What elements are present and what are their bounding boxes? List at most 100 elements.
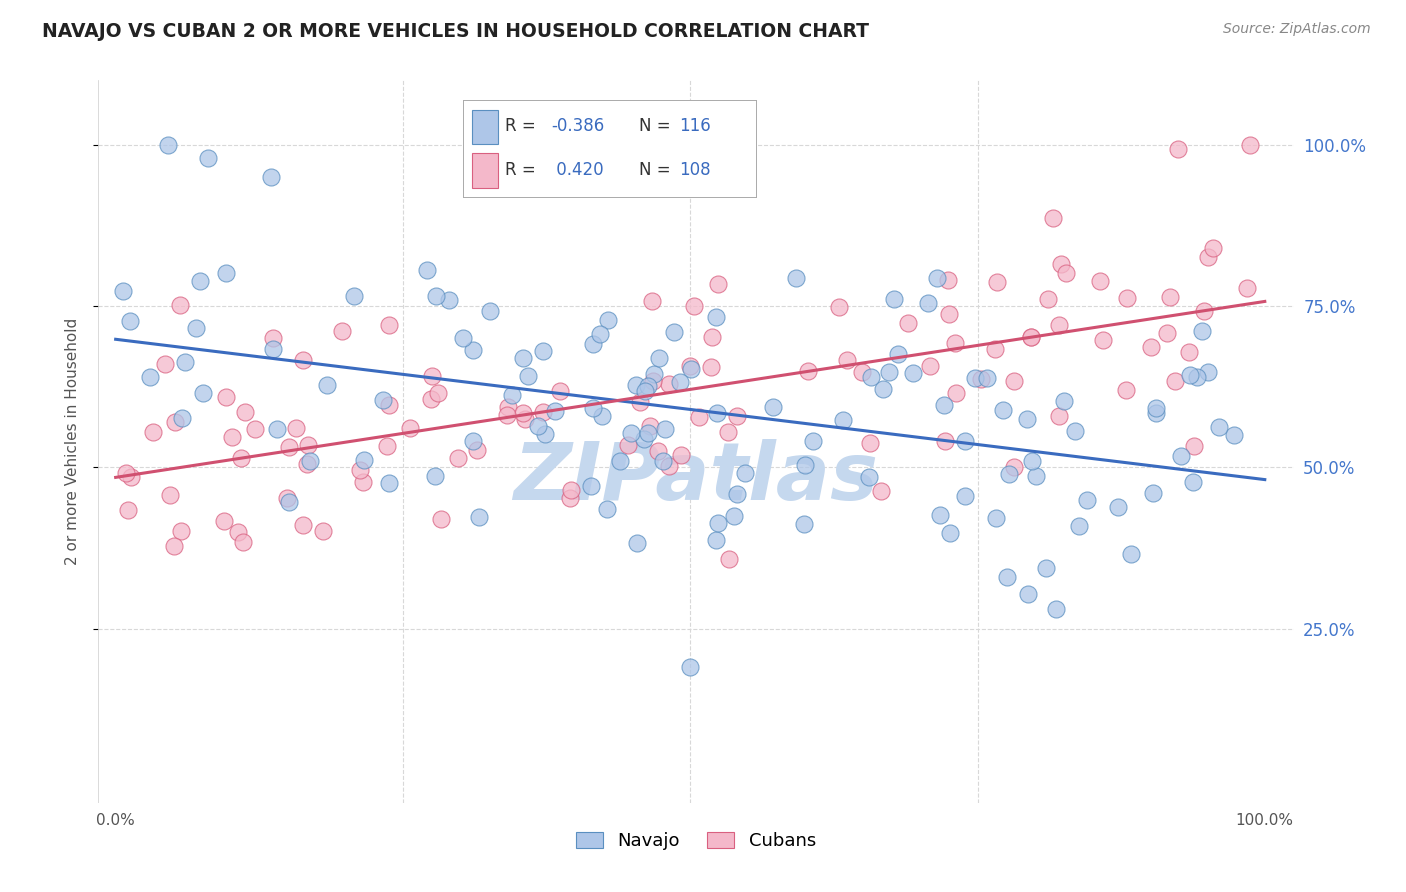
Point (159, 487, 181, 501)
Point (1156, 326, 1178, 341)
Point (918, 359, 941, 373)
Point (1197, 250, 1219, 264)
Point (548, 384, 571, 398)
Point (1197, 365, 1219, 379)
Point (887, 347, 910, 361)
Point (939, 525, 962, 540)
Point (633, 432, 655, 446)
Point (679, 359, 702, 374)
Point (704, 533, 727, 548)
Point (226, 524, 249, 539)
Point (634, 384, 657, 398)
Point (531, 344, 554, 359)
Text: NAVAJO VS CUBAN 2 OR MORE VEHICLES IN HOUSEHOLD CORRELATION CHART: NAVAJO VS CUBAN 2 OR MORE VEHICLES IN HO… (42, 22, 869, 41)
Point (262, 342, 284, 356)
Point (1208, 420, 1230, 434)
Point (938, 307, 960, 321)
Point (717, 425, 740, 440)
Point (700, 330, 723, 344)
Point (582, 337, 605, 351)
Point (793, 516, 815, 531)
Point (467, 510, 489, 524)
Point (617, 438, 640, 452)
Point (513, 412, 536, 426)
Point (679, 660, 702, 674)
Text: ZIPatlas: ZIPatlas (513, 439, 879, 516)
Point (1236, 281, 1258, 295)
Point (658, 459, 681, 474)
Point (1163, 374, 1185, 388)
Point (173, 355, 195, 369)
Point (1142, 486, 1164, 500)
Point (707, 516, 730, 530)
Point (1025, 469, 1047, 483)
Point (928, 508, 950, 522)
Point (628, 395, 651, 409)
Point (869, 483, 891, 498)
Point (378, 475, 401, 490)
Point (647, 444, 669, 458)
Point (723, 509, 745, 524)
Point (654, 421, 676, 435)
Point (1192, 304, 1215, 318)
Point (872, 382, 894, 396)
Point (658, 376, 681, 391)
Point (479, 304, 502, 318)
Point (526, 419, 548, 434)
Point (221, 430, 243, 444)
Point (1115, 383, 1137, 397)
Point (193, 386, 215, 401)
Point (298, 454, 321, 468)
Point (859, 370, 882, 384)
Point (243, 422, 266, 436)
Point (588, 327, 610, 342)
Point (796, 364, 818, 378)
Point (138, 370, 160, 384)
Point (233, 405, 256, 419)
Point (156, 137, 179, 152)
Point (934, 397, 956, 411)
Point (903, 366, 925, 380)
Point (609, 454, 631, 468)
Point (1019, 330, 1042, 344)
Point (1045, 602, 1067, 616)
Point (451, 331, 474, 345)
Point (984, 511, 1007, 525)
Point (229, 450, 252, 465)
Point (165, 415, 187, 429)
Point (945, 335, 967, 350)
Point (662, 325, 685, 339)
Point (375, 439, 398, 453)
Point (991, 403, 1014, 417)
Point (835, 353, 858, 368)
Point (312, 524, 335, 538)
Point (496, 408, 519, 422)
Point (668, 376, 690, 390)
Point (976, 371, 998, 385)
Point (291, 352, 314, 367)
Point (1050, 257, 1073, 271)
Point (706, 406, 728, 420)
Point (425, 289, 447, 303)
Point (120, 470, 142, 484)
Point (707, 277, 730, 291)
Point (465, 442, 488, 457)
Point (1017, 412, 1039, 426)
Text: Source: ZipAtlas.com: Source: ZipAtlas.com (1223, 22, 1371, 37)
Point (285, 421, 308, 435)
Point (186, 321, 208, 335)
Point (560, 491, 582, 505)
Point (641, 294, 664, 309)
Point (1167, 142, 1189, 156)
Point (643, 367, 665, 381)
Point (1047, 318, 1070, 333)
Point (1191, 324, 1213, 338)
Point (626, 536, 648, 550)
Point (1119, 547, 1142, 561)
Point (278, 440, 301, 454)
Y-axis label: 2 or more Vehicles in Household: 2 or more Vehicles in Household (65, 318, 80, 566)
Point (215, 266, 238, 280)
Point (259, 169, 281, 184)
Point (544, 404, 567, 418)
Point (142, 425, 165, 439)
